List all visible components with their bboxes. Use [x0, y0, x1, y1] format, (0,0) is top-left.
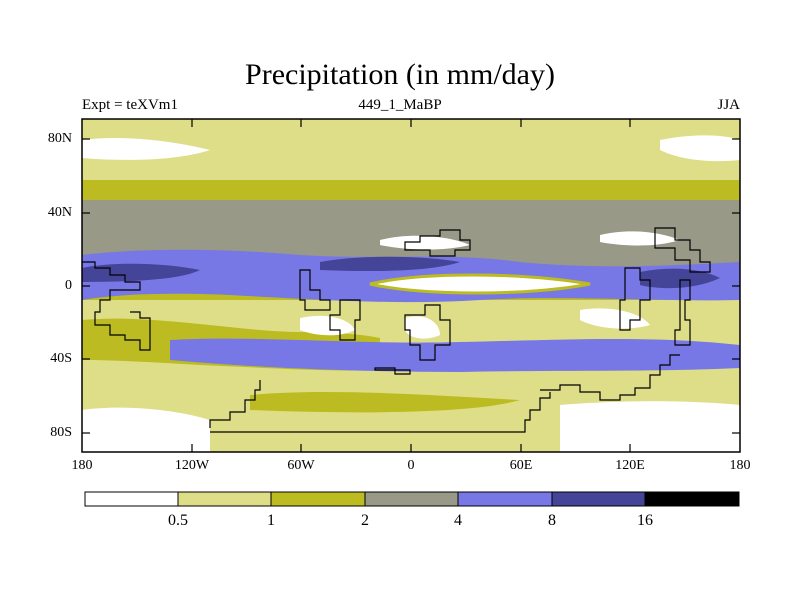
field-antarctic-white-2: [560, 401, 740, 452]
field-north-white-1: [82, 138, 210, 160]
colorbar-box-6: [551, 491, 646, 507]
outline-europe: [404, 229, 471, 257]
colorbar-label-16: 16: [637, 512, 653, 529]
field-white-patch-4: [380, 235, 470, 250]
outline-central-america: [299, 269, 331, 311]
outline-americas-west: [82, 261, 151, 351]
field-dark-blue-3: [640, 268, 720, 289]
colorbar-label-8: 8: [548, 512, 556, 529]
field-dark-blue-2: [320, 256, 460, 272]
field-south-blue: [170, 338, 740, 372]
lon-label-60e: 60E: [509, 458, 533, 473]
colorbar-box-1: [84, 491, 179, 507]
field-white-patch-3: [580, 308, 650, 329]
colorbar-box-2: [177, 491, 272, 507]
outline-africa: [404, 304, 451, 361]
colorbar-box-4: [364, 491, 459, 507]
colorbar-box-5: [457, 491, 553, 507]
lon-ticks: [191, 119, 631, 452]
field-south-olive-2: [250, 392, 520, 413]
map-title: Precipitation (in mm/day): [245, 58, 555, 91]
period-label: 449_1_MaBP: [358, 97, 442, 113]
lon-label-60w: 60W: [287, 458, 315, 473]
colorbar-box-7: [644, 491, 740, 507]
experiment-label: Expt = teXVm1: [82, 97, 178, 113]
lon-label-120w: 120W: [174, 458, 210, 473]
outline-india: [619, 267, 651, 331]
map-field: [82, 119, 740, 452]
outline-island: [374, 367, 411, 375]
field-dark-blue-1: [82, 263, 200, 282]
field-white-patch-1: [300, 315, 355, 336]
field-light-blue-band: [82, 249, 740, 303]
field-white-patch-2: [405, 316, 440, 339]
outline-southern-coast: [540, 354, 680, 401]
outline-australia: [674, 279, 691, 346]
lon-label-0: 0: [407, 458, 415, 473]
outline-south-america: [329, 299, 361, 341]
lon-label-180-east: 180: [729, 458, 751, 473]
lat-label-40n: 40N: [47, 205, 72, 220]
lon-label-180-west: 180: [71, 458, 93, 473]
field-white-patch-5: [600, 231, 680, 246]
colorbar-label-1: 1: [267, 512, 275, 529]
field-antarctic-white-1: [82, 407, 210, 452]
field-equatorial-white: [369, 273, 591, 295]
outline-east-asia: [654, 227, 711, 273]
lat-ticks: [82, 138, 740, 434]
lat-label-40s: 40S: [50, 351, 72, 366]
colorbar-label-2: 2: [361, 512, 369, 529]
colorbar-label-0-5: 0.5: [168, 512, 188, 529]
colorbar-box-3: [270, 491, 366, 507]
lat-label-80s: 80S: [50, 425, 72, 440]
continent-outlines: [82, 227, 711, 433]
outline-antarctica: [209, 380, 551, 433]
lat-label-0: 0: [65, 278, 72, 293]
colorbar-label-4: 4: [454, 512, 462, 529]
lon-label-120e: 120E: [615, 458, 645, 473]
field-north-white-2: [660, 135, 740, 162]
lat-label-80n: 80N: [47, 131, 72, 146]
colorbar: [84, 491, 740, 507]
season-label: JJA: [717, 97, 740, 113]
